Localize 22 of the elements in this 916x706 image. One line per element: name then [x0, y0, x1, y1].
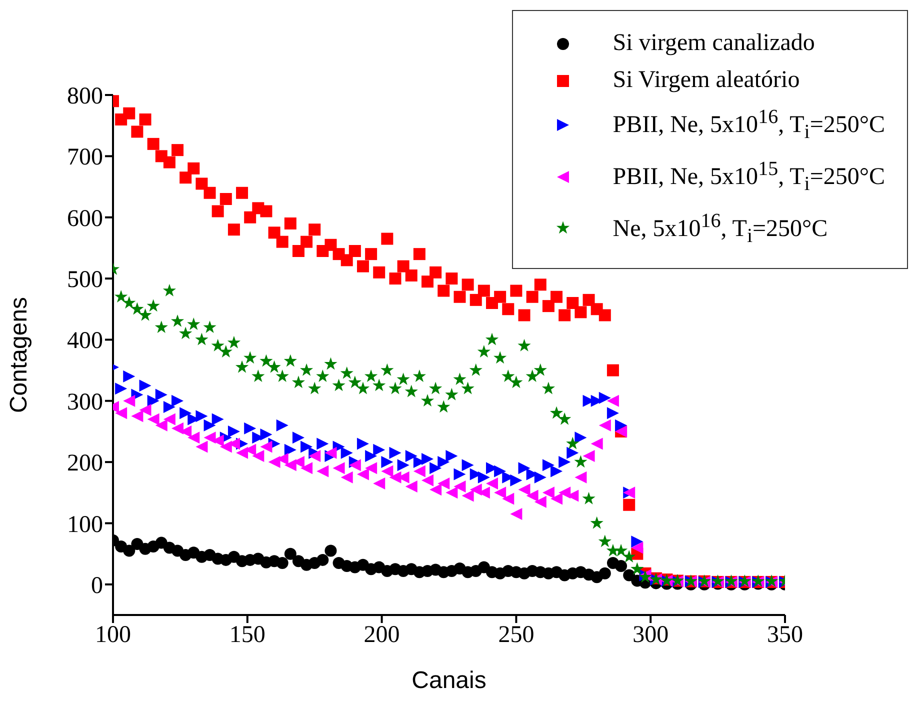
y-tick-label: 0 [91, 572, 103, 599]
legend-label: PBII, Ne, 5x10$^{16}$, T$_{i}$=250°C [612, 105, 885, 145]
x-axis-title: Canais [412, 667, 486, 694]
legend-label: Si virgem canalizado [612, 29, 815, 58]
y-tick-label: 400 [67, 328, 103, 354]
legend-label: Ne, 5x10$^{16}$, T$_{i}$=250°C [612, 208, 828, 248]
y-tick-label: 700 [67, 144, 103, 171]
x-tick-label: 100 [95, 622, 131, 648]
y-tick-label: 100 [67, 512, 103, 538]
x-tick-label: 300 [632, 622, 669, 648]
x-tick-label: 250 [498, 622, 534, 648]
x-tick-label: 150 [229, 622, 266, 648]
y-axis-title: Contagens [6, 296, 33, 414]
y-tick-label: 600 [67, 206, 103, 232]
y-tick-label: 300 [67, 389, 103, 416]
legend-label: Si Virgem aleatório [612, 66, 800, 95]
y-tick-label: 800 [67, 84, 103, 110]
x-tick-label: 350 [767, 622, 803, 648]
y-tick-label: 500 [67, 267, 103, 294]
y-tick-label: 200 [67, 450, 103, 477]
x-tick-label: 200 [364, 622, 400, 648]
legend-label: PBII, Ne, 5x10$^{15}$, T$_{i}$=250°C [612, 156, 885, 197]
